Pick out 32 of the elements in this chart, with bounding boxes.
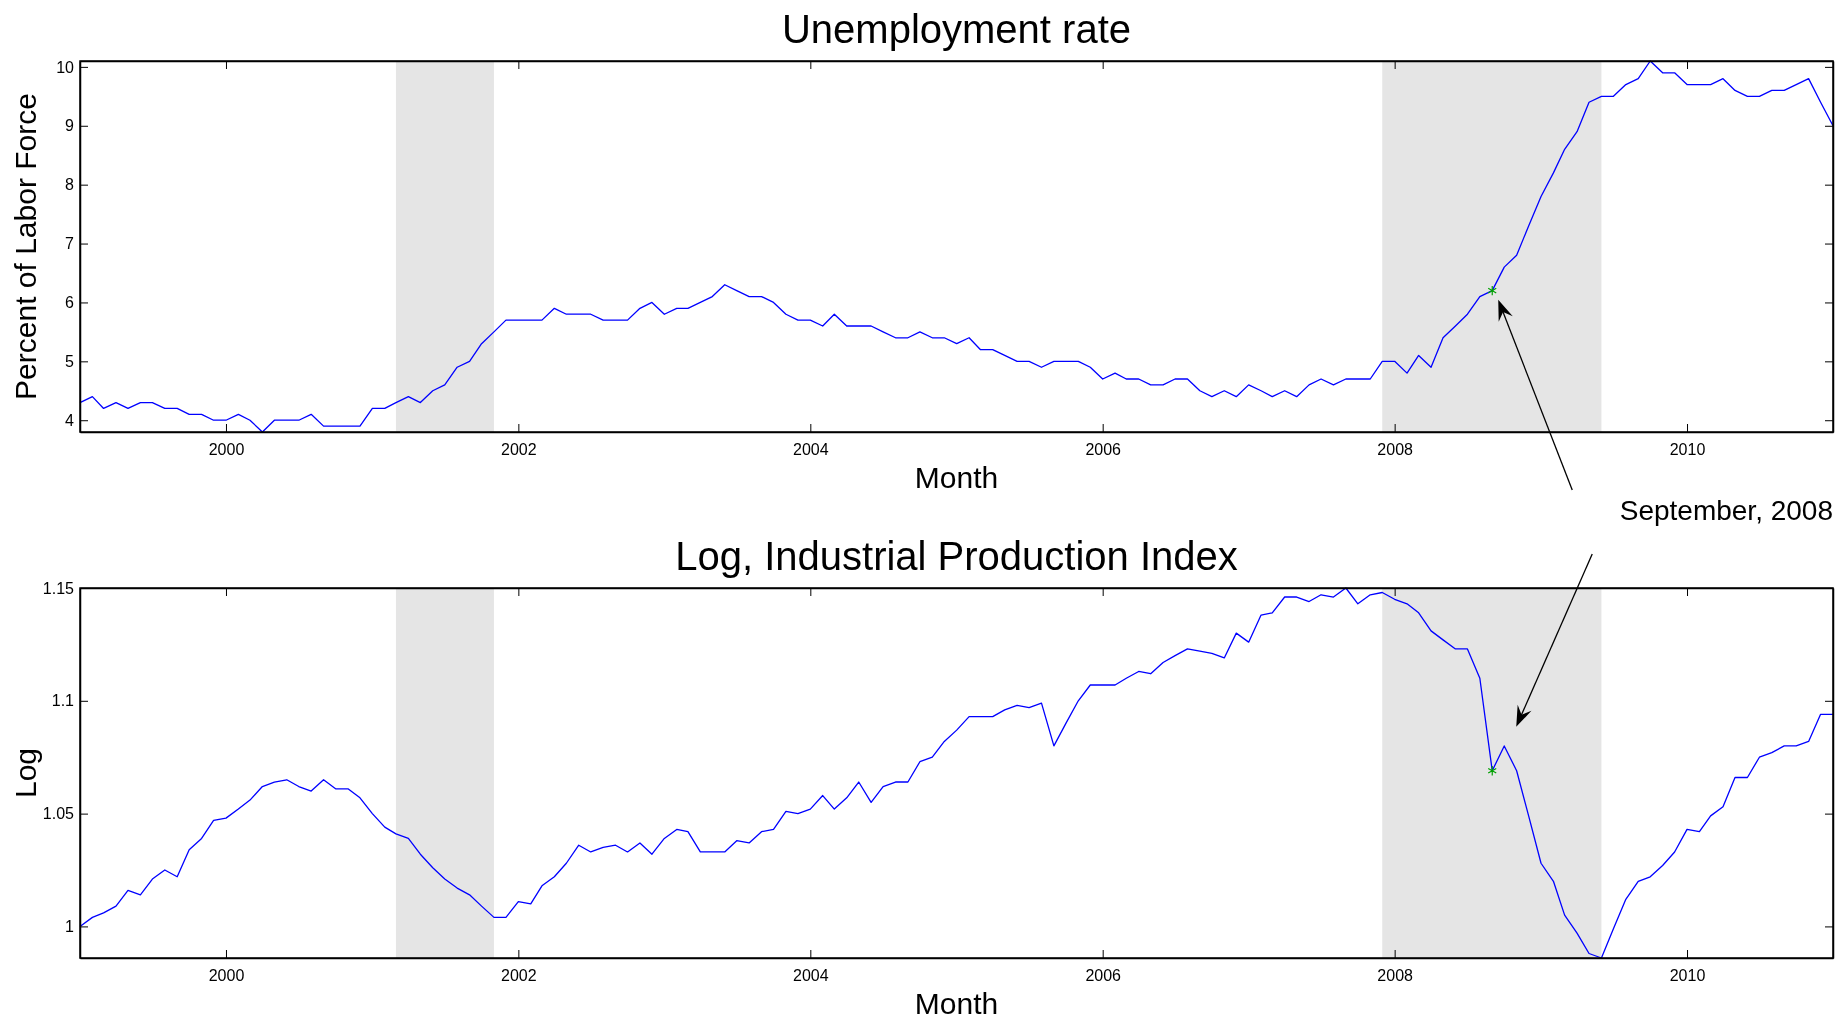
- text: September, 2008: [1619, 495, 1833, 526]
- line-series: [79, 587, 1834, 959]
- y-axis-title: Log: [9, 747, 42, 799]
- x-tick-label: 2002: [501, 441, 537, 459]
- chart-title: Unemployment rate: [781, 7, 1132, 51]
- x-tick-label: 2010: [1669, 441, 1706, 459]
- y-tick-label: 5: [65, 352, 75, 370]
- x-tick-label: 2006: [1085, 441, 1122, 459]
- x-axis-title: Month: [914, 461, 999, 494]
- x-tick-label: 2006: [1085, 967, 1122, 985]
- x-tick-label: 2004: [793, 441, 829, 459]
- line-series: [79, 60, 1834, 433]
- y-tick-label: 10: [56, 58, 75, 76]
- y-tick-label: 1.05: [42, 805, 75, 823]
- x-tick-label: 2000: [208, 441, 245, 459]
- chart-title: Log, Industrial Production Index: [675, 534, 1238, 578]
- x-tick-label: 2008: [1377, 967, 1414, 985]
- y-tick-label: 1: [65, 918, 75, 936]
- x-tick-label: 2010: [1669, 967, 1706, 985]
- y-axis-title: Percent of Labor Force: [9, 93, 42, 400]
- x-tick-label: 2000: [208, 967, 245, 985]
- y-tick-label: 4: [65, 411, 75, 429]
- y-tick-label: 9: [65, 117, 75, 135]
- x-axis-title: Month: [914, 987, 999, 1020]
- y-tick-label: 8: [65, 176, 75, 194]
- y-tick-label: 1.1: [51, 692, 75, 710]
- x-tick-label: 2004: [793, 967, 829, 985]
- y-tick-label: 1.15: [42, 579, 75, 597]
- x-tick-label: 2002: [501, 967, 537, 985]
- x-tick-label: 2008: [1377, 441, 1414, 459]
- y-tick-label: 6: [65, 294, 75, 312]
- y-tick-label: 7: [65, 235, 75, 253]
